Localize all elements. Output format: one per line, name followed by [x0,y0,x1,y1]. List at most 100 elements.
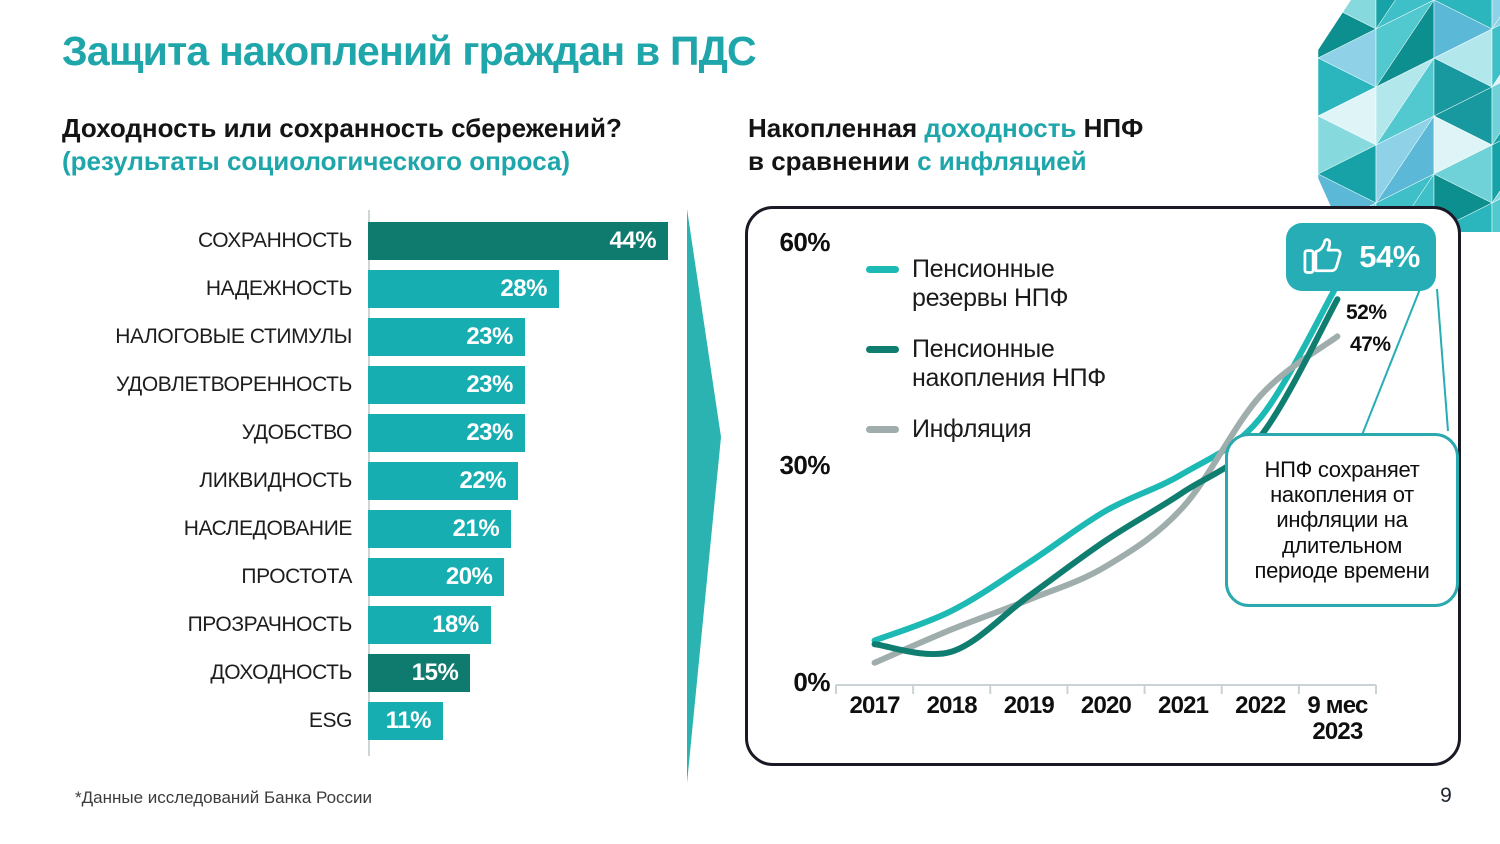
corner-mosaic-decoration [1284,0,1500,232]
bar-label: ESG [308,709,353,732]
x-axis-label: 2017 [849,692,900,719]
bar-value: 23% [466,419,513,446]
bar-row: НАЛОГОВЫЕ СТИМУЛЫ 23% [62,318,692,356]
series-line-0 [871,281,1341,644]
callout-tail-left [1361,288,1421,436]
mosaic-triangle [1491,115,1500,204]
page-number: 9 [1440,784,1452,807]
footnote: *Данные исследований Банка России [75,788,373,807]
y-tick-60: 60% [779,227,830,257]
bar-track: 23% [368,318,692,356]
bar-track: 23% [368,414,692,452]
bar-track: 22% [368,462,692,500]
bar-row: ПРОСТОТА 20% [62,558,692,596]
bar: 11% [368,702,444,740]
bar-row: ЛИКВИДНОСТЬ 22% [62,462,692,500]
title-segment: в сравнении [748,145,918,176]
bar-label: НАЛОГОВЫЕ СТИМУЛЫ [115,325,352,348]
returns-chart-title-line1: Накопленная доходность НПФ [748,112,1143,145]
bar-row: УДОВЛЕТВОРЕННОСТЬ 23% [62,366,692,404]
mosaic-triangle [1491,0,1500,88]
legend-item: Инфляция [866,415,1147,444]
bar-label: СОХРАННОСТЬ [197,229,352,252]
bar-row: ESG 11% [62,702,692,740]
bar-value: 23% [466,371,513,398]
bar: 20% [368,558,505,596]
bar-row: ДОХОДНОСТЬ 15% [62,654,692,692]
survey-chart-header: Доходность или сохранность сбережений? (… [62,112,622,178]
series-line-2 [871,333,1341,666]
bar: 18% [368,606,491,644]
bar-track: 20% [368,558,692,596]
divider-arrow [687,206,723,786]
mosaic-triangle [1433,202,1493,232]
legend-dash-icon [866,426,899,433]
legend-dash-icon [866,346,899,353]
bar-value: 15% [411,659,459,686]
bar-row: НАСЛЕДОВАНИЕ 21% [62,510,692,548]
bar-label: ДОХОДНОСТЬ [210,661,352,684]
bar-track: 21% [368,510,692,548]
bar: 22% [368,462,519,500]
bar-row: СОХРАННОСТЬ 44% [62,222,692,260]
survey-chart-subtitle: (результаты социологического опроса) [62,145,571,176]
series-line-1 [871,296,1341,658]
title-segment: Накопленная [748,113,925,143]
x-axis-label: 2022 [1235,692,1286,719]
bar-label: НАСЛЕДОВАНИЕ [183,517,353,540]
legend-label: Пенсионные накопления НПФ [912,335,1106,392]
bar-label: УДОБСТВО [241,421,353,444]
annotation-callout: НПФ сохраняет накопления от инфляции на … [1225,433,1459,607]
bar-label: ПРОСТОТА [241,565,352,588]
x-axis-label: 2021 [1158,692,1209,719]
bar-label: ЛИКВИДНОСТЬ [199,469,352,492]
bar-chart: СОХРАННОСТЬ 44% НАДЕЖНОСТЬ 28% НАЛОГОВЫЕ СТИ… [62,222,692,750]
x-axis-label: 2019 [1003,692,1055,719]
bar-row: ПРОЗРАЧНОСТЬ 18% [62,606,692,644]
bar-value: 23% [466,323,513,350]
bar-track: 44% [368,222,692,260]
legend-dash-icon [866,266,899,273]
mosaic-triangles [1317,0,1500,232]
bar-value: 28% [500,275,547,302]
bar-label: ПРОЗРАЧНОСТЬ [187,613,353,636]
returns-chart-header: Накопленная доходность НПФ в сравнении с… [748,112,1143,178]
bar-rows: СОХРАННОСТЬ 44% НАДЕЖНОСТЬ 28% НАЛОГОВЫЕ СТИ… [62,222,692,740]
title-segment-accent: с инфляцией [917,145,1087,176]
y-tick-30: 30% [779,450,830,480]
survey-chart-title: Доходность или сохранность сбережений? [62,113,622,143]
returns-chart-card: 60% 30% 0% Пенсионные резервы НПФ Пенсион… [745,206,1461,766]
bar: 23% [368,366,525,404]
end-label-52: 52% [1346,301,1387,324]
bar-track: 23% [368,366,692,404]
bar-value: 20% [445,563,493,590]
bar-label: УДОВЛЕТВОРЕННОСТЬ [116,373,352,396]
title-segment: НПФ [1076,113,1144,143]
x-axis-label: 2018 [926,692,978,719]
result-badge: 54% [1286,223,1436,291]
bar-value: 44% [609,227,657,254]
bar-track: 18% [368,606,692,644]
bar: 21% [368,510,512,548]
page-title: Защита накоплений граждан в ПДС [62,28,757,74]
arrow-icon [687,209,721,783]
bar-label: НАДЕЖНОСТЬ [205,277,352,300]
bar: 28% [368,270,559,308]
bar-value: 11% [385,707,432,734]
legend-item: Пенсионные накопления НПФ [866,335,1147,393]
bar-row: НАДЕЖНОСТЬ 28% [62,270,692,308]
mosaic-triangle [1491,57,1500,146]
bar: 23% [368,414,525,452]
badge-value: 54% [1359,239,1420,274]
bar: 15% [368,654,471,692]
legend-item: Пенсионные резервы НПФ [866,255,1147,313]
bar: 44% [368,222,669,260]
x-axis-label: 9 мес 2023 [1307,692,1368,746]
bar-track: 11% [368,702,692,740]
bar-row: УДОБСТВО 23% [62,414,692,452]
end-label-47: 47% [1350,333,1391,356]
line-chart-plot [835,281,1449,694]
x-axis-label: 2020 [1080,692,1132,719]
y-tick-0: 0% [793,667,830,697]
